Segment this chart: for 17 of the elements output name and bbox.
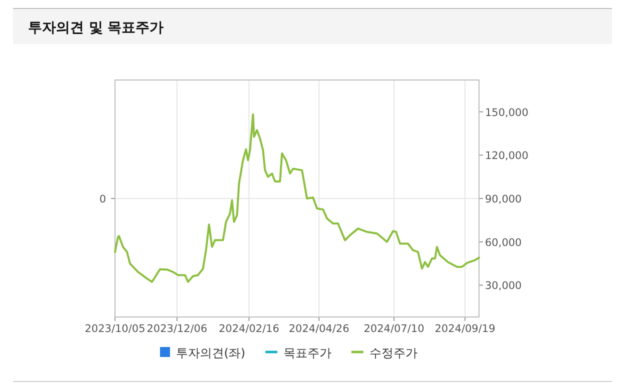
x-tick-label: 2024/09/19	[434, 323, 496, 335]
line-series	[114, 113, 480, 283]
x-tick-label: 2023/12/06	[146, 323, 208, 335]
x-tick-label: 2024/02/16	[218, 323, 280, 335]
y2-tick-label: 150,000	[485, 106, 528, 119]
text: 0	[99, 194, 106, 206]
legend-label: 목표주가	[283, 346, 332, 360]
legend-label: 투자의견(좌)	[176, 346, 246, 360]
y2-tick-label: 120,000	[485, 150, 528, 162]
x-tick-label: 2024/04/26	[288, 323, 350, 335]
y2-tick-label: 60,000	[485, 236, 522, 249]
x-tick-label: 2023/10/05	[84, 323, 146, 335]
chart-title: 투자의견 및 목표주가	[28, 20, 164, 36]
x-tick-label: 2024/07/10	[364, 323, 424, 335]
legend-label: 수정주가	[369, 346, 418, 360]
y2-tick-label: 30,000	[485, 280, 522, 292]
y2-tick-label: 90,000	[485, 194, 522, 206]
